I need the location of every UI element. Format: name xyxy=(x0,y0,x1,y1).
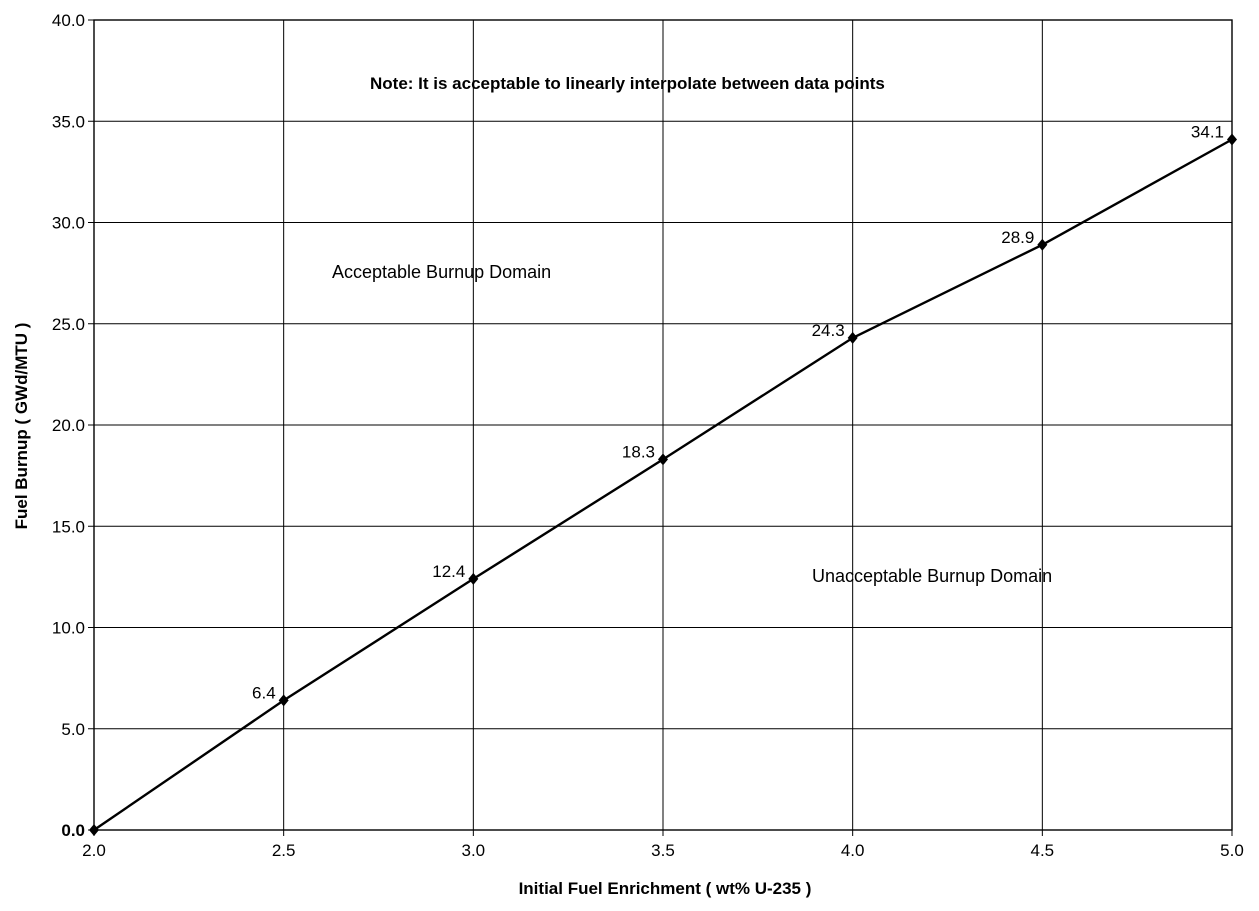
data-label: 24.3 xyxy=(812,321,845,340)
y-tick-label: 10.0 xyxy=(52,619,85,638)
x-tick-label: 2.5 xyxy=(272,841,296,860)
data-point xyxy=(847,331,858,344)
series-layer xyxy=(89,133,1237,836)
data-point xyxy=(1227,133,1237,146)
y-tick-label: 5.0 xyxy=(61,720,85,739)
y-tick-label: 15.0 xyxy=(52,517,85,536)
unacceptable-region-label: Unacceptable Burnup Domain xyxy=(812,566,1052,586)
data-label: 18.3 xyxy=(622,442,655,461)
x-axis-title: Initial Fuel Enrichment ( wt% U-235 ) xyxy=(519,879,812,898)
x-tick-label: 4.0 xyxy=(841,841,865,860)
note-annotation: Note: It is acceptable to linearly inter… xyxy=(370,74,885,93)
label-layer: 6.4 12.4 18.3 24.3 28.9 34.1 xyxy=(252,122,1224,702)
x-tick-label: 2.0 xyxy=(82,841,106,860)
data-point xyxy=(658,453,668,466)
y-axis-title: Fuel Burnup ( GWd/MTU ) xyxy=(12,323,31,530)
x-tick-label: 5.0 xyxy=(1220,841,1244,860)
data-label: 12.4 xyxy=(432,562,465,581)
data-label: 28.9 xyxy=(1001,228,1034,247)
x-tick-label: 3.5 xyxy=(651,841,675,860)
y-tick-label: 40.0 xyxy=(52,11,85,30)
x-tick-label: 3.0 xyxy=(462,841,486,860)
y-tick-label: 30.0 xyxy=(52,214,85,233)
data-label: 6.4 xyxy=(252,683,276,702)
data-point xyxy=(468,572,479,585)
data-point xyxy=(89,824,99,836)
data-point xyxy=(278,694,289,707)
tick-layer: 0.0 5.0 10.0 15.0 20.0 25.0 30.0 35.0 40.0 2.0 2.5… xyxy=(52,11,1244,860)
data-point xyxy=(1037,238,1048,251)
x-tick-label: 4.5 xyxy=(1031,841,1055,860)
y-tick-label: 35.0 xyxy=(52,112,85,131)
grid-layer xyxy=(88,19,1233,836)
y-tick-label: 20.0 xyxy=(52,416,85,435)
acceptable-region-label: Acceptable Burnup Domain xyxy=(332,262,551,282)
y-tick-label: 25.0 xyxy=(52,315,85,334)
data-label: 34.1 xyxy=(1191,122,1224,141)
y-tick-label: 0.0 xyxy=(61,821,85,840)
